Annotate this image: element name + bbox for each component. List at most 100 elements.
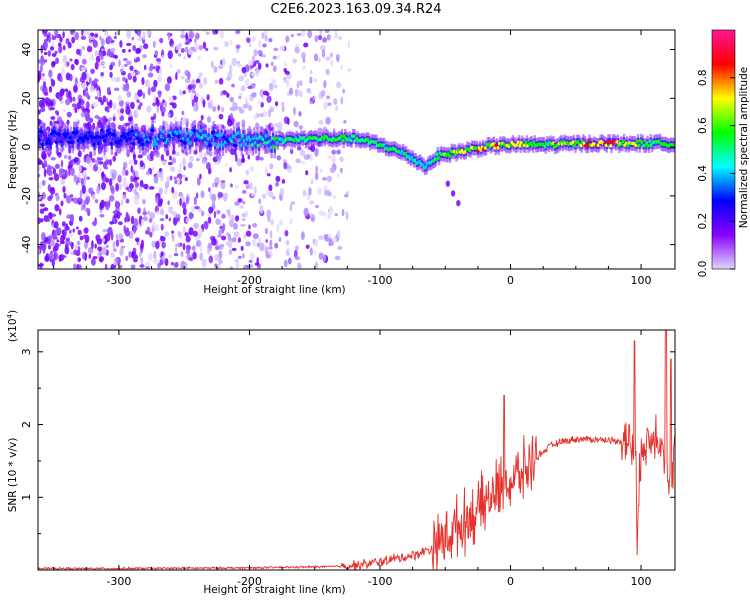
heatmap-noise-cell	[260, 101, 264, 108]
heatmap-noise-cell	[227, 209, 231, 216]
heatmap-noise-cell	[124, 63, 128, 68]
heatmap-y-tick-label: -20	[20, 187, 33, 205]
heatmap-noise-cell	[194, 205, 200, 210]
heatmap-noise-cell	[77, 229, 82, 236]
heatmap-noise-cell	[329, 167, 336, 174]
snr-y-tick-label: 2	[20, 421, 33, 428]
heatmap-noise-cell	[171, 44, 175, 48]
heatmap-noise-cell	[188, 49, 194, 55]
heatmap-noise-cell	[212, 199, 215, 205]
heatmap-noise-cell	[70, 30, 76, 34]
heatmap-noise-cell	[246, 264, 251, 268]
heatmap-noise-cell	[130, 70, 136, 77]
heatmap-noise-cell	[313, 250, 317, 255]
heatmap-noise-cell	[299, 149, 306, 156]
heatmap-noise-cell	[195, 240, 202, 247]
heatmap-noise-cell	[49, 46, 55, 51]
heatmap-noise-cell	[105, 198, 110, 203]
heatmap-noise-cell	[309, 212, 312, 217]
heatmap-noise-cell	[220, 181, 226, 190]
heatmap-noise-cell	[198, 72, 201, 80]
heatmap-noise-cell	[198, 207, 202, 212]
heatmap-noise-cell	[76, 226, 79, 230]
heatmap-noise-cell	[86, 45, 93, 53]
heatmap-noise-cell	[307, 30, 313, 39]
heatmap-noise-cell	[99, 213, 105, 218]
heatmap-noise-cell	[272, 196, 276, 200]
heatmap-noise-cell	[217, 104, 221, 111]
heatmap-noise-cell	[154, 50, 159, 57]
heatmap-noise-cell	[138, 251, 142, 257]
heatmap-noise-cell	[148, 252, 153, 262]
heatmap-noise-cell	[69, 194, 74, 198]
heatmap-noise-cell	[136, 99, 140, 103]
heatmap-noise-cell	[161, 111, 165, 117]
heatmap-noise-cell	[301, 51, 306, 59]
heatmap-noise-cell	[188, 257, 193, 261]
heatmap-noise-cell	[54, 30, 59, 38]
heatmap-noise-cell	[182, 243, 186, 251]
heatmap-noise-cell	[268, 38, 273, 43]
heatmap-noise-cell	[73, 156, 79, 164]
heatmap-noise-cell	[181, 117, 186, 127]
heatmap-noise-cell	[42, 207, 49, 212]
heatmap-noise-cell	[51, 53, 57, 57]
snr-x-tick-label: -300	[106, 575, 131, 588]
heatmap-noise-cell	[214, 30, 219, 35]
heatmap-noise-cell	[94, 243, 97, 249]
heatmap-noise-cell	[160, 154, 165, 162]
heatmap-noise-cell	[102, 65, 106, 70]
heatmap-noise-cell	[60, 159, 64, 168]
heatmap-noise-cell	[49, 107, 56, 111]
heatmap-noise-cell	[108, 99, 113, 109]
heatmap-noise-cell	[170, 262, 175, 266]
heatmap-noise-cell	[218, 113, 224, 120]
heatmap-noise-cell	[149, 186, 155, 190]
heatmap-noise-cell	[57, 42, 62, 47]
heatmap-noise-cell	[115, 239, 120, 247]
heatmap-noise-cell	[81, 45, 86, 51]
heatmap-noise-cell	[202, 41, 207, 50]
heatmap-noise-cell	[114, 152, 118, 157]
heatmap-noise-cell	[197, 55, 201, 60]
heatmap-noise-cell	[213, 210, 217, 219]
heatmap-noise-cell	[96, 186, 100, 195]
heatmap-noise-cell	[274, 101, 279, 107]
heatmap-noise-cell	[135, 170, 139, 178]
heatmap-noise-cell	[211, 182, 215, 188]
heatmap-noise-cell	[80, 205, 86, 211]
heatmap-noise-cell	[308, 187, 312, 196]
heatmap-noise-cell	[113, 87, 120, 91]
heatmap-noise-cell	[167, 33, 171, 41]
heatmap-noise-cell	[61, 67, 65, 76]
heatmap-noise-cell	[98, 51, 104, 57]
heatmap-noise-cell	[185, 217, 190, 223]
heatmap-noise-cell	[38, 165, 41, 172]
heatmap-noise-cell	[164, 258, 169, 267]
heatmap-noise-cell	[174, 261, 179, 268]
heatmap-noise-cell	[51, 258, 55, 267]
heatmap-noise-cell	[180, 250, 184, 258]
heatmap-noise-cell	[77, 257, 81, 263]
heatmap-noise-cell	[59, 119, 63, 124]
snr-frame	[37, 329, 676, 571]
heatmap-noise-cell	[72, 96, 76, 102]
heatmap-noise-cell	[112, 210, 119, 215]
heatmap-noise-cell	[114, 35, 117, 40]
heatmap-noise-cell	[207, 216, 212, 224]
heatmap-noise-cell	[142, 31, 146, 41]
heatmap-noise-cell	[41, 97, 46, 105]
heatmap-noise-cell	[259, 88, 265, 98]
heatmap-noise-cell	[298, 125, 304, 130]
heatmap-noise-cell	[218, 229, 222, 236]
heatmap-noise-cell	[49, 194, 54, 199]
heatmap-noise-cell	[184, 41, 190, 45]
heatmap-noise-cell	[237, 237, 242, 243]
heatmap-noise-cell	[78, 215, 83, 222]
heatmap-noise-cell	[143, 183, 149, 190]
heatmap-noise-cell	[219, 246, 224, 250]
heatmap-noise-cell	[195, 78, 201, 84]
heatmap-noise-cell	[128, 159, 134, 166]
heatmap-noise-cell	[199, 173, 202, 180]
heatmap-noise-cell	[188, 227, 194, 236]
